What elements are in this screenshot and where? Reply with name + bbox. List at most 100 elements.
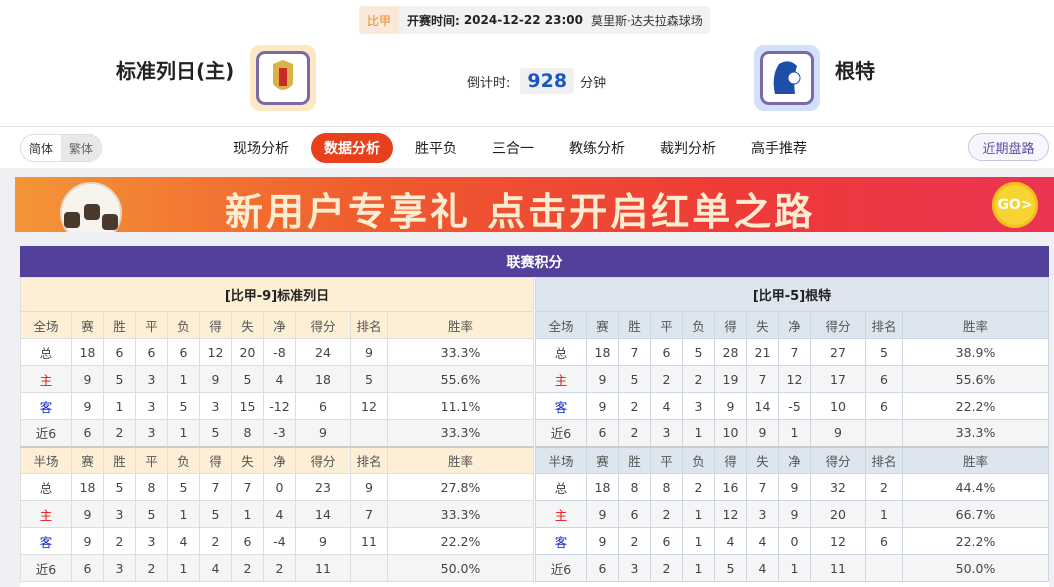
stat-cell: 6 <box>167 338 200 366</box>
stat-cell: 1 <box>167 554 200 582</box>
table-row: 主 9 5 2 2 19 7 12 17 6 55.6% <box>535 365 1049 393</box>
venue: 莫里斯·达夫拉森球场 <box>590 13 703 28</box>
away-team-logo[interactable] <box>754 45 820 111</box>
column-header: 得分 <box>295 311 351 339</box>
stat-cell <box>865 554 903 582</box>
row-label: 近6 <box>20 419 72 447</box>
column-header: 得 <box>714 311 747 339</box>
stat-cell: 4 <box>746 554 779 582</box>
stat-cell: 2 <box>618 419 651 447</box>
stat-cell: 44.4% <box>902 473 1049 501</box>
column-header: 赛 <box>586 445 619 474</box>
league-label[interactable]: 比甲 <box>359 6 400 34</box>
away-team-header: [比甲-5]根特 <box>535 277 1049 312</box>
column-header: 失 <box>231 445 264 474</box>
stat-cell: 9 <box>199 365 232 393</box>
stat-cell: 3 <box>135 419 168 447</box>
home-team-name[interactable]: 标准列日(主) <box>116 59 235 83</box>
row-label: 近6 <box>20 554 72 582</box>
column-header: 胜 <box>103 311 136 339</box>
stat-cell: 9 <box>350 473 388 501</box>
stat-cell: 1 <box>865 500 903 528</box>
stat-cell: 9 <box>71 365 104 393</box>
stat-cell: 9 <box>714 392 747 420</box>
column-header: 失 <box>746 445 779 474</box>
column-header: 得分 <box>810 311 866 339</box>
stat-cell: 8 <box>135 473 168 501</box>
stat-cell: 18 <box>586 338 619 366</box>
column-header: 净 <box>778 311 811 339</box>
column-header: 胜率 <box>902 311 1049 339</box>
tab-0[interactable]: 现场分析 <box>233 141 289 157</box>
stat-cell: 9 <box>586 365 619 393</box>
row-label: 总 <box>535 473 587 501</box>
tab-5[interactable]: 裁判分析 <box>660 141 716 157</box>
stat-cell: 33.3% <box>902 419 1049 447</box>
row-label: 总 <box>20 338 72 366</box>
stat-cell: 6 <box>103 338 136 366</box>
stat-cell: 18 <box>71 338 104 366</box>
stat-cell: 50.0% <box>902 554 1049 582</box>
column-header: 负 <box>167 445 200 474</box>
home-team-logo[interactable] <box>250 45 316 111</box>
stat-cell: 7 <box>199 473 232 501</box>
stat-cell: -12 <box>263 392 296 420</box>
lang-traditional[interactable]: 繁体 <box>61 135 101 161</box>
table-row: 客 9 1 3 5 3 15 -12 6 12 11.1% <box>20 392 534 420</box>
language-toggle[interactable]: 简体 繁体 <box>20 134 102 162</box>
stat-cell: 2 <box>650 365 683 393</box>
stat-cell: 4 <box>199 554 232 582</box>
stat-cell: 16 <box>714 473 747 501</box>
stat-cell: 33.3% <box>387 419 534 447</box>
stat-cell: 2 <box>650 554 683 582</box>
stat-cell: 7 <box>350 500 388 528</box>
tab-3[interactable]: 三合一 <box>492 141 534 157</box>
stat-cell: 11 <box>295 554 351 582</box>
stat-cell: 5 <box>682 338 715 366</box>
stat-cell: 9 <box>295 419 351 447</box>
tab-4[interactable]: 教练分析 <box>569 141 625 157</box>
stat-cell: 6 <box>865 527 903 555</box>
stat-cell: 6 <box>865 392 903 420</box>
table-row: 客 9 2 3 4 2 6 -4 9 11 22.2% <box>20 527 534 555</box>
lang-simplified[interactable]: 简体 <box>28 141 53 156</box>
stat-cell: 12 <box>350 392 388 420</box>
standings-title: 联赛积分 <box>20 246 1049 277</box>
stat-cell: 7 <box>746 473 779 501</box>
stat-cell: 9 <box>586 392 619 420</box>
stat-cell: 5 <box>167 473 200 501</box>
stat-cell: 5 <box>103 473 136 501</box>
column-header: 半场 <box>535 445 587 474</box>
column-header: 胜率 <box>387 445 534 474</box>
away-team-name[interactable]: 根特 <box>835 59 875 83</box>
go-button[interactable]: GO> <box>992 182 1038 228</box>
stat-cell: 9 <box>586 527 619 555</box>
promo-banner[interactable]: 新用户专享礼 点击开启红单之路 GO> <box>15 177 1054 232</box>
column-header: 净 <box>778 445 811 474</box>
stat-cell: 6 <box>650 527 683 555</box>
stat-cell: 5 <box>199 419 232 447</box>
stat-cell: 9 <box>778 473 811 501</box>
tab-2[interactable]: 胜平负 <box>415 141 457 157</box>
stat-cell: 3 <box>103 554 136 582</box>
stat-cell: 2 <box>865 473 903 501</box>
stat-cell: 2 <box>199 527 232 555</box>
stat-cell: 12 <box>810 527 866 555</box>
column-header: 得分 <box>295 445 351 474</box>
recent-trend-button[interactable]: 近期盘路 <box>968 133 1049 161</box>
stat-cell: 8 <box>231 419 264 447</box>
table-row: 客 9 2 4 3 9 14 -5 10 6 22.2% <box>535 392 1049 420</box>
tab-6[interactable]: 高手推荐 <box>751 141 807 157</box>
stat-cell: 0 <box>263 473 296 501</box>
stat-cell: 3 <box>199 392 232 420</box>
stat-cell: 2 <box>231 554 264 582</box>
column-header: 负 <box>167 311 200 339</box>
tab-1[interactable]: 数据分析 <box>311 133 393 163</box>
stat-cell: 8 <box>650 473 683 501</box>
stat-cell: 1 <box>778 554 811 582</box>
match-info-bar: 比甲 开赛时间: 2024-12-22 23:00 莫里斯·达夫拉森球场 <box>359 6 710 34</box>
stat-cell: 6 <box>618 500 651 528</box>
table-row: 总 18 6 6 6 12 20 -8 24 9 33.3% <box>20 338 534 366</box>
stat-cell: 10 <box>714 419 747 447</box>
banner-text: 新用户专享礼 点击开启红单之路 <box>225 190 816 232</box>
